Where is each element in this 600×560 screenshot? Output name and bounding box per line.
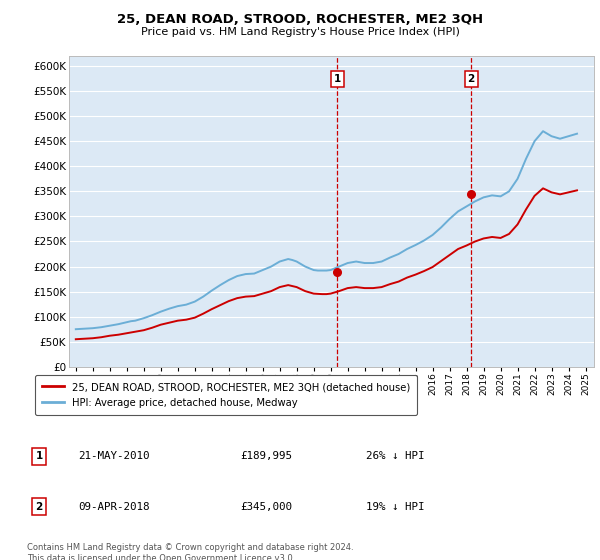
Text: 25, DEAN ROAD, STROOD, ROCHESTER, ME2 3QH: 25, DEAN ROAD, STROOD, ROCHESTER, ME2 3Q… [117,13,483,26]
Text: 19% ↓ HPI: 19% ↓ HPI [366,502,425,512]
Text: 21-MAY-2010: 21-MAY-2010 [78,451,149,461]
Text: £189,995: £189,995 [240,451,292,461]
Text: 09-APR-2018: 09-APR-2018 [78,502,149,512]
Text: Price paid vs. HM Land Registry's House Price Index (HPI): Price paid vs. HM Land Registry's House … [140,27,460,37]
Text: 2: 2 [35,502,43,512]
Text: 1: 1 [35,451,43,461]
Text: 2: 2 [467,74,475,85]
Legend: 25, DEAN ROAD, STROOD, ROCHESTER, ME2 3QH (detached house), HPI: Average price, : 25, DEAN ROAD, STROOD, ROCHESTER, ME2 3Q… [35,375,417,414]
Text: 26% ↓ HPI: 26% ↓ HPI [366,451,425,461]
Text: Contains HM Land Registry data © Crown copyright and database right 2024.
This d: Contains HM Land Registry data © Crown c… [27,543,353,560]
Text: £345,000: £345,000 [240,502,292,512]
Text: 1: 1 [334,74,341,85]
